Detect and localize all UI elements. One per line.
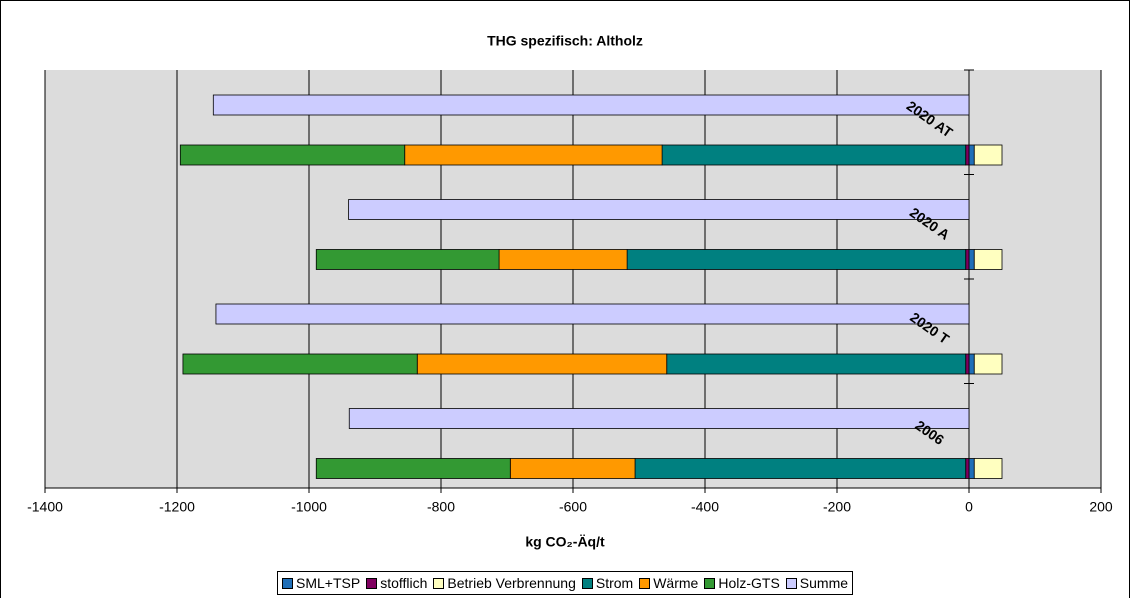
- bar: [661, 144, 967, 166]
- legend-item: Wärme: [639, 575, 698, 591]
- bar: [965, 353, 970, 375]
- chart-title: THG spezifisch: Altholz: [487, 33, 643, 49]
- bar: [348, 199, 970, 220]
- legend-label: Betrieb Verbrennung: [447, 575, 576, 591]
- bar: [968, 249, 975, 270]
- legend-label: stofflich: [380, 575, 428, 591]
- legend-swatch: [433, 577, 445, 589]
- bar: [498, 249, 628, 270]
- bar: [179, 144, 406, 166]
- bar: [315, 458, 511, 479]
- x-tick-label: -1200: [159, 499, 195, 515]
- x-tick-label: -800: [427, 499, 455, 515]
- bar: [634, 458, 967, 479]
- legend-item: stofflich: [366, 575, 427, 591]
- x-tick-label: -1400: [27, 499, 63, 515]
- legend-swatch: [704, 577, 716, 589]
- legend-label: Summe: [799, 575, 849, 591]
- bar: [968, 458, 975, 479]
- bar: [973, 144, 1003, 166]
- bar: [626, 249, 967, 270]
- bar: [509, 458, 636, 479]
- bar: [968, 353, 975, 375]
- legend-swatch: [282, 577, 293, 589]
- bar: [965, 249, 970, 270]
- legend-label: SML+TSP: [296, 575, 361, 591]
- bar: [973, 458, 1003, 479]
- x-tick-label: -400: [691, 499, 719, 515]
- bar: [182, 353, 418, 375]
- legend-item: Summe: [785, 575, 849, 591]
- legend-label: Wärme: [653, 575, 699, 591]
- legend-item: Betrieb Verbrennung: [433, 575, 576, 591]
- legend-label: Strom: [595, 575, 634, 591]
- legend-label: Holz-GTS: [718, 575, 780, 591]
- legend-swatch: [581, 577, 593, 589]
- legend-item: Holz-GTS: [704, 575, 780, 591]
- x-tick-label: -200: [823, 499, 851, 515]
- bar: [348, 408, 970, 429]
- bar: [404, 144, 663, 166]
- bar: [973, 249, 1003, 270]
- legend: SML+TSP stofflich Betrieb Verbrennung Strom…: [277, 571, 854, 595]
- legend-item: Strom: [581, 575, 634, 591]
- bar: [215, 303, 970, 325]
- legend-swatch: [366, 577, 378, 589]
- bar: [212, 94, 970, 116]
- x-tick-label: 200: [1089, 499, 1113, 515]
- bar: [973, 353, 1003, 375]
- bar: [965, 458, 970, 479]
- legend-swatch: [785, 577, 797, 589]
- bar: [666, 353, 967, 375]
- bar: [968, 144, 975, 166]
- bar: [965, 144, 970, 166]
- bar: [416, 353, 668, 375]
- legend-swatch: [639, 577, 651, 589]
- x-tick-label: 0: [965, 499, 973, 515]
- x-tick-label: -600: [559, 499, 587, 515]
- legend-item: SML+TSP: [282, 575, 360, 591]
- bar: [315, 249, 500, 270]
- x-tick-label: -1000: [291, 499, 327, 515]
- x-axis-label: kg CO₂-Äq/t: [525, 534, 605, 550]
